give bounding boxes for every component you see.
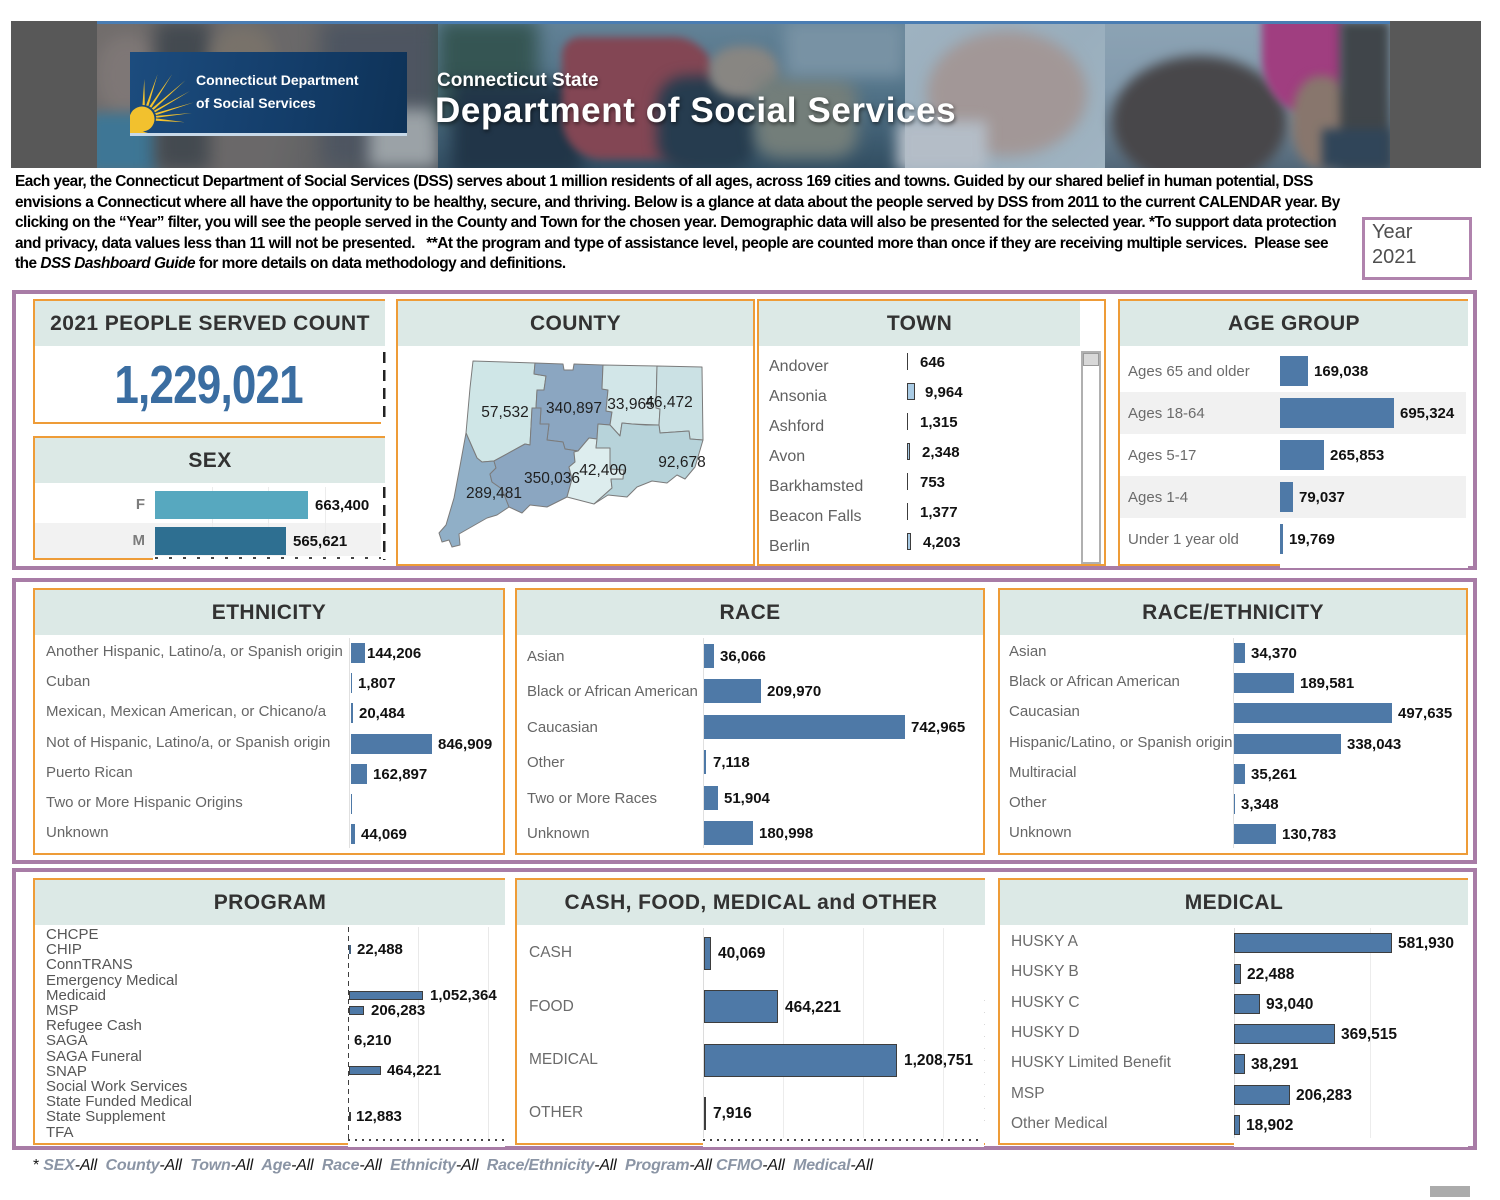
svg-text:42,400: 42,400 [579, 462, 627, 479]
svg-text:33,965: 33,965 [607, 396, 654, 413]
svg-text:340,897: 340,897 [546, 400, 602, 417]
svg-text:350,036: 350,036 [524, 470, 580, 487]
svg-text:57,532: 57,532 [481, 404, 528, 421]
svg-text:92,678: 92,678 [658, 454, 705, 471]
svg-text:289,481: 289,481 [466, 485, 522, 502]
svg-text:46,472: 46,472 [645, 394, 692, 411]
